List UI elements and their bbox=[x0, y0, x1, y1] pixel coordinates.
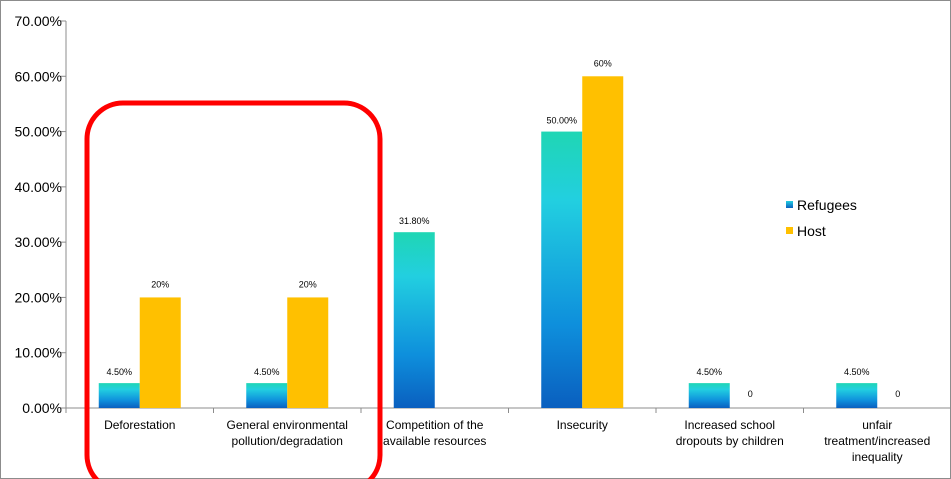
y-tick-label: 50.00% bbox=[15, 124, 62, 140]
data-labels: 4.50% 20% 4.50% 20% 31.80% 50.00% 60% 4.50% 0 4.5… bbox=[106, 58, 900, 399]
category-label-line: inequality bbox=[852, 450, 903, 464]
y-tick-label: 30.00% bbox=[15, 234, 62, 250]
legend-label-refugees: Refugees bbox=[797, 197, 857, 213]
bar-refugees bbox=[246, 383, 288, 408]
data-label-host: 20% bbox=[299, 279, 317, 289]
category-label-line: pollution/degradation bbox=[232, 434, 343, 448]
y-tick-label: 60.00% bbox=[15, 68, 62, 84]
y-tick-label: 10.00% bbox=[15, 345, 62, 361]
data-label-refugees: 50.00% bbox=[546, 116, 577, 126]
highlight-box bbox=[84, 100, 383, 479]
bar-refugees bbox=[688, 383, 730, 408]
highlight-rectangle bbox=[84, 100, 383, 479]
data-label-host: 20% bbox=[151, 279, 169, 289]
bar-host bbox=[139, 297, 181, 408]
category-label: Deforestation bbox=[104, 418, 175, 432]
data-label-refugees: 31.80% bbox=[399, 216, 430, 226]
legend-swatch-refugees bbox=[786, 201, 793, 208]
category-label-line: Deforestation bbox=[104, 418, 175, 432]
bar-host bbox=[582, 76, 624, 409]
category-label-line: Insecurity bbox=[557, 418, 608, 432]
axes: 0.00% 10.00% 20.00% 30.00% 40.00% 50.00% 60.00… bbox=[15, 13, 951, 464]
category-label: General environmental pollution/degradati… bbox=[227, 418, 348, 448]
category-label-line: Competition of the bbox=[386, 418, 484, 432]
y-tick-label: 20.00% bbox=[15, 289, 62, 305]
legend-label-host: Host bbox=[797, 223, 826, 239]
legend: Refugees Host bbox=[786, 197, 857, 239]
bar-refugees bbox=[541, 131, 583, 409]
category-label: Competition of the available resources bbox=[383, 418, 486, 448]
y-tick-label: 70.00% bbox=[15, 13, 62, 29]
data-label-host: 0 bbox=[895, 389, 900, 399]
y-tick-label: 0.00% bbox=[22, 400, 62, 416]
category-label-line: unfair bbox=[862, 418, 892, 432]
category-label-line: available resources bbox=[383, 434, 486, 448]
category-label: Insecurity bbox=[557, 418, 608, 432]
data-label-refugees: 4.50% bbox=[254, 367, 280, 377]
bar-refugees bbox=[98, 383, 140, 408]
category-label-line: dropouts by children bbox=[676, 434, 784, 448]
category-label: Increased school dropouts by children bbox=[676, 418, 784, 448]
data-label-refugees: 4.50% bbox=[844, 367, 870, 377]
bar-refugees bbox=[836, 383, 878, 408]
category-label-line: General environmental bbox=[227, 418, 348, 432]
data-label-refugees: 4.50% bbox=[696, 367, 722, 377]
bar-refugees bbox=[393, 232, 435, 408]
category-label-line: treatment/increased bbox=[824, 434, 930, 448]
legend-swatch-host bbox=[786, 227, 793, 234]
bar-host bbox=[287, 297, 329, 408]
data-label-refugees: 4.50% bbox=[106, 367, 132, 377]
data-label-host: 0 bbox=[748, 389, 753, 399]
data-label-host: 60% bbox=[594, 58, 612, 68]
category-label: unfair treatment/increased inequality bbox=[824, 418, 930, 464]
category-label-line: Increased school bbox=[684, 418, 775, 432]
y-tick-label: 40.00% bbox=[15, 179, 62, 195]
bars bbox=[98, 76, 878, 409]
